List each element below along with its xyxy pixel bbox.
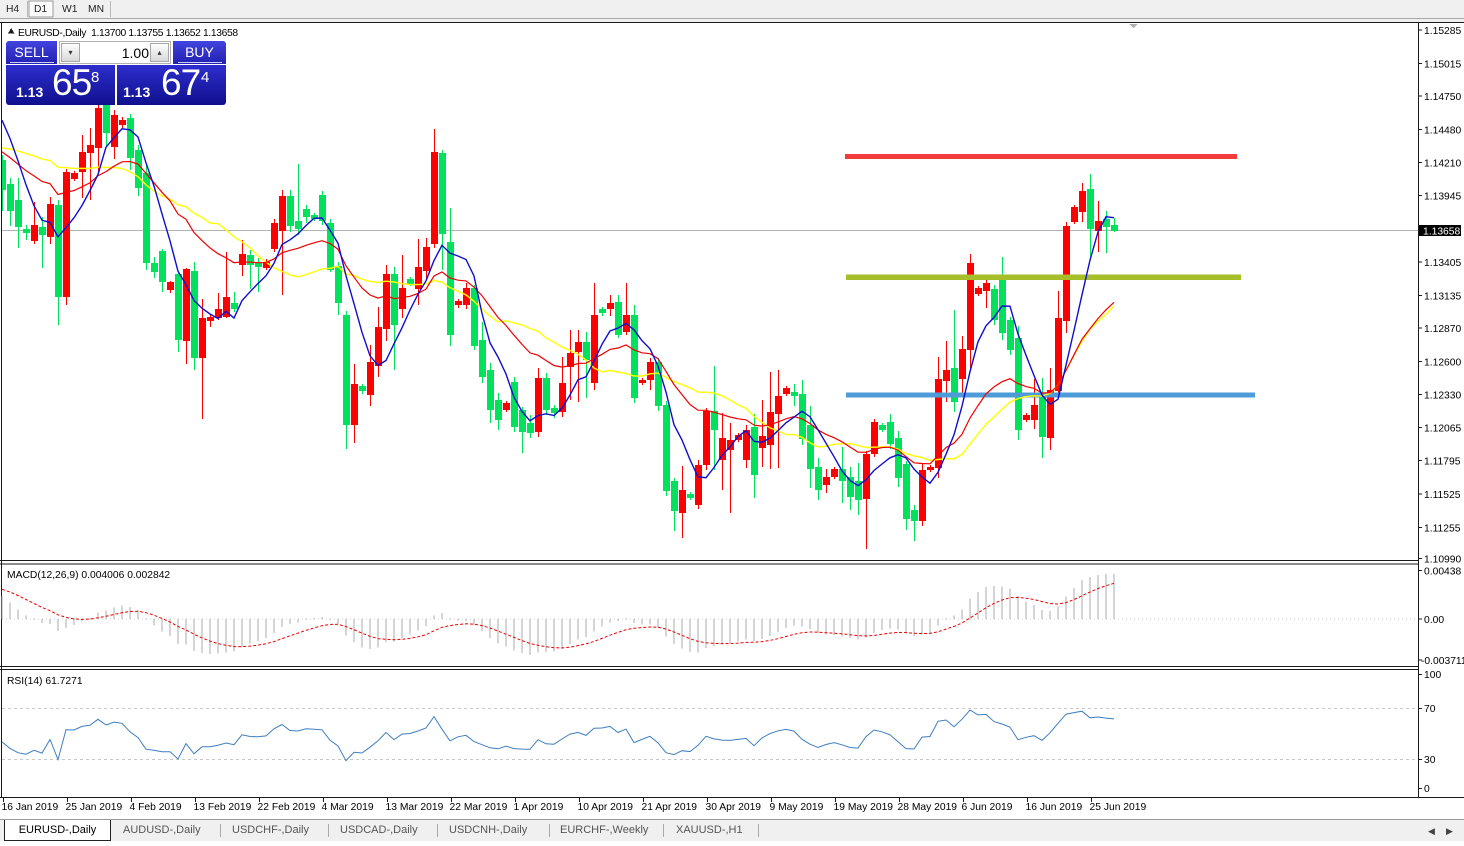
svg-text:1.10990: 1.10990 bbox=[1424, 555, 1461, 566]
svg-text:28 May 2019: 28 May 2019 bbox=[898, 802, 958, 813]
svg-text:13 Feb 2019: 13 Feb 2019 bbox=[194, 802, 252, 813]
svg-text:MN: MN bbox=[88, 4, 104, 15]
svg-text:1.14480: 1.14480 bbox=[1424, 125, 1461, 136]
svg-text:1.13658: 1.13658 bbox=[1423, 227, 1460, 238]
svg-text:1 Apr 2019: 1 Apr 2019 bbox=[514, 802, 564, 813]
svg-text:W1: W1 bbox=[62, 4, 78, 15]
svg-text:D1: D1 bbox=[34, 4, 47, 15]
svg-text:1.13135: 1.13135 bbox=[1424, 291, 1461, 302]
svg-text:30: 30 bbox=[1424, 755, 1436, 766]
svg-text:1.15285: 1.15285 bbox=[1424, 26, 1461, 37]
svg-text:30 Apr 2019: 30 Apr 2019 bbox=[706, 802, 762, 813]
svg-text:-0.003711: -0.003711 bbox=[1421, 656, 1464, 667]
svg-text:H4: H4 bbox=[6, 4, 19, 15]
svg-text:1.12600: 1.12600 bbox=[1424, 357, 1461, 368]
svg-text:RSI(14) 61.7271: RSI(14) 61.7271 bbox=[7, 676, 83, 687]
svg-text:1.12870: 1.12870 bbox=[1424, 324, 1461, 335]
svg-text:0.00: 0.00 bbox=[1424, 615, 1444, 626]
svg-text:1.11795: 1.11795 bbox=[1424, 457, 1461, 468]
svg-text:9 May 2019: 9 May 2019 bbox=[770, 802, 824, 813]
svg-text:6 Jun 2019: 6 Jun 2019 bbox=[962, 802, 1013, 813]
svg-text:EURUSD-,Daily 1.13700 1.13755: EURUSD-,Daily 1.13700 1.13755 1.13652 1.… bbox=[18, 28, 238, 39]
svg-text:4 Feb 2019: 4 Feb 2019 bbox=[130, 802, 182, 813]
svg-text:4 Mar 2019: 4 Mar 2019 bbox=[322, 802, 374, 813]
svg-text:1.12330: 1.12330 bbox=[1424, 391, 1461, 402]
svg-text:16 Jan 2019: 16 Jan 2019 bbox=[2, 802, 59, 813]
svg-text:100: 100 bbox=[1424, 670, 1441, 681]
svg-text:1.14210: 1.14210 bbox=[1424, 159, 1461, 170]
svg-text:25 Jan 2019: 25 Jan 2019 bbox=[66, 802, 123, 813]
svg-text:25 Jun 2019: 25 Jun 2019 bbox=[1090, 802, 1147, 813]
svg-text:0.00438: 0.00438 bbox=[1424, 567, 1461, 578]
svg-text:22 Feb 2019: 22 Feb 2019 bbox=[258, 802, 316, 813]
svg-text:16 Jun 2019: 16 Jun 2019 bbox=[1026, 802, 1083, 813]
svg-text:13 Mar 2019: 13 Mar 2019 bbox=[386, 802, 444, 813]
svg-text:MACD(12,26,9) 0.004006 0.00284: MACD(12,26,9) 0.004006 0.002842 bbox=[7, 570, 170, 581]
svg-text:1.11525: 1.11525 bbox=[1424, 490, 1461, 501]
svg-text:10 Apr 2019: 10 Apr 2019 bbox=[578, 802, 634, 813]
svg-text:22 Mar 2019: 22 Mar 2019 bbox=[450, 802, 508, 813]
svg-text:1.13405: 1.13405 bbox=[1424, 258, 1461, 269]
svg-text:1.14750: 1.14750 bbox=[1424, 92, 1461, 103]
svg-text:19 May 2019: 19 May 2019 bbox=[834, 802, 894, 813]
svg-text:0: 0 bbox=[1424, 784, 1430, 795]
svg-text:70: 70 bbox=[1424, 704, 1436, 715]
svg-text:1.15015: 1.15015 bbox=[1424, 59, 1461, 70]
svg-text:21 Apr 2019: 21 Apr 2019 bbox=[642, 802, 698, 813]
svg-text:1.12065: 1.12065 bbox=[1424, 423, 1461, 434]
svg-text:1.13945: 1.13945 bbox=[1424, 191, 1461, 202]
svg-text:1.11255: 1.11255 bbox=[1424, 523, 1461, 534]
